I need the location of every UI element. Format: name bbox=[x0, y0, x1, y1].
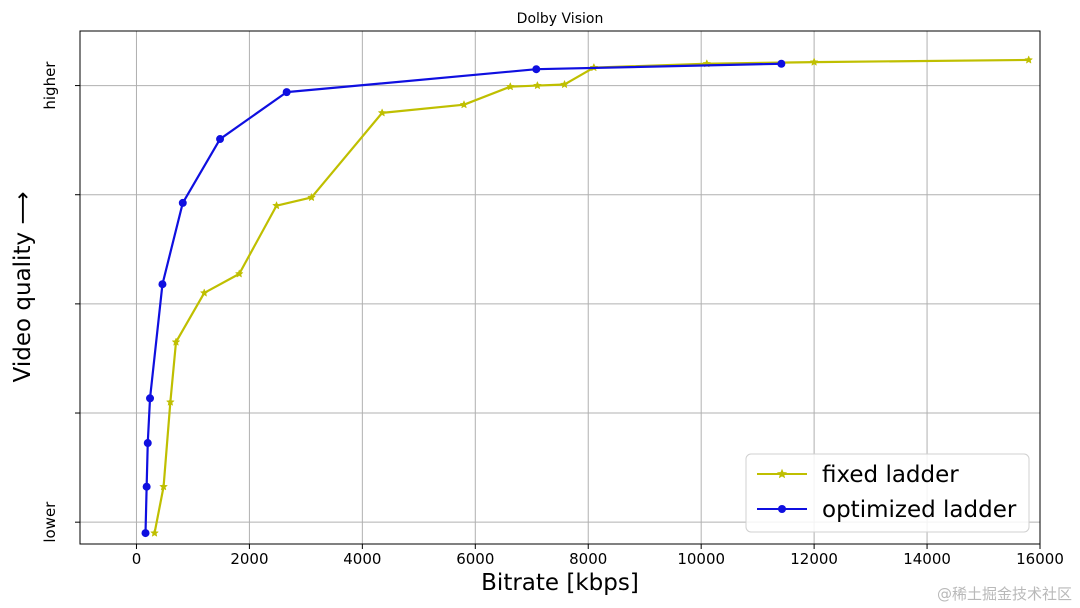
data-point-fixed-ladder bbox=[560, 79, 569, 89]
data-point-fixed-ladder bbox=[1024, 55, 1034, 64]
data-point-optimized-ladder bbox=[282, 88, 291, 97]
data-point-fixed-ladder bbox=[171, 337, 181, 346]
data-point-optimized-ladder bbox=[142, 482, 151, 491]
data-point-fixed-ladder bbox=[234, 269, 244, 278]
data-point-optimized-ladder bbox=[777, 59, 786, 68]
data-point-fixed-ladder bbox=[377, 108, 387, 117]
x-tick-label: 16000 bbox=[1016, 550, 1064, 568]
x-tick-label: 0 bbox=[132, 550, 142, 568]
legend-label-fixed-ladder: fixed ladder bbox=[822, 462, 959, 488]
chart-title: Dolby Vision bbox=[517, 11, 604, 27]
x-axis-label: Bitrate [kbps] bbox=[481, 570, 639, 596]
data-point-optimized-ladder bbox=[143, 439, 152, 448]
data-point-fixed-ladder bbox=[809, 57, 819, 66]
data-point-optimized-ladder bbox=[158, 280, 167, 289]
y-axis-ticks: lower higher bbox=[41, 61, 80, 543]
y-tick-label: lower bbox=[41, 501, 59, 543]
data-point-fixed-ladder bbox=[505, 82, 515, 91]
x-tick-label: 10000 bbox=[677, 550, 725, 568]
data-point-fixed-ladder bbox=[165, 397, 175, 406]
legend-star-marker bbox=[776, 468, 788, 479]
x-tick-label: 12000 bbox=[790, 550, 838, 568]
data-point-fixed-ladder bbox=[199, 288, 209, 297]
legend: fixed ladder optimized ladder bbox=[745, 453, 1030, 533]
data-point-fixed-ladder bbox=[532, 80, 542, 90]
data-point-optimized-ladder bbox=[216, 135, 225, 144]
x-tick-label: 2000 bbox=[230, 550, 268, 568]
data-point-fixed-ladder bbox=[307, 192, 316, 202]
data-point-optimized-ladder bbox=[141, 529, 150, 538]
x-tick-label: 4000 bbox=[343, 550, 381, 568]
legend-label-optimized-ladder: optimized ladder bbox=[822, 497, 1017, 523]
data-point-optimized-ladder bbox=[178, 198, 187, 207]
y-tick-label: higher bbox=[41, 61, 59, 110]
x-tick-label: 14000 bbox=[903, 550, 951, 568]
data-point-fixed-ladder bbox=[272, 200, 281, 210]
legend-circle-marker bbox=[778, 505, 786, 513]
series-line-optimized-ladder bbox=[144, 62, 782, 534]
data-point-fixed-ladder bbox=[150, 528, 159, 537]
legend-box bbox=[745, 453, 1030, 533]
data-point-fixed-ladder bbox=[459, 100, 469, 109]
series-layer bbox=[141, 55, 1034, 538]
data-point-optimized-ladder bbox=[146, 394, 155, 403]
x-tick-label: 8000 bbox=[569, 550, 607, 568]
plot-frame bbox=[79, 30, 1041, 545]
data-point-fixed-ladder bbox=[159, 482, 168, 491]
data-point-optimized-ladder bbox=[532, 65, 541, 74]
watermark-text: @稀土掘金技术社区 bbox=[936, 585, 1072, 603]
x-tick-label: 6000 bbox=[456, 550, 494, 568]
x-axis-ticks: 0 2000 4000 6000 8000 10000 12000 14000 16000 bbox=[132, 544, 1064, 568]
y-axis-label: Video quality ⟶ bbox=[10, 192, 36, 383]
